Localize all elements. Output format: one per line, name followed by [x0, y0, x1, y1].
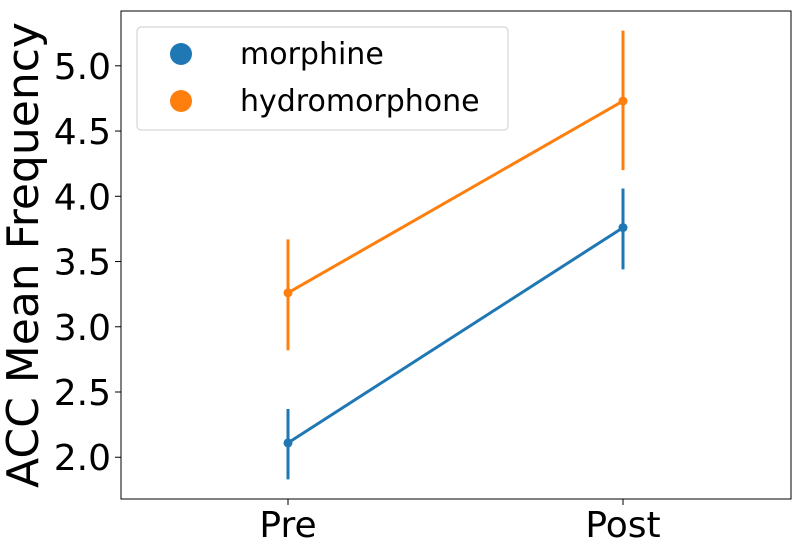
data-point-hydromorphone	[618, 96, 628, 106]
marks-layer	[283, 30, 628, 480]
y-tick-label: 4.5	[54, 112, 111, 153]
y-tick-label: 3.0	[54, 308, 111, 349]
legend: morphine hydromorphone	[136, 26, 509, 131]
y-tick-label: 3.5	[54, 243, 111, 284]
legend-label-hydromorphone: hydromorphone	[240, 84, 480, 119]
data-point-hydromorphone	[283, 288, 293, 298]
x-tick-label: Pre	[259, 505, 316, 546]
y-tick-label: 4.0	[54, 177, 111, 218]
y-tick-label: 2.0	[54, 438, 111, 479]
y-tick-label: 2.5	[54, 373, 111, 414]
y-axis-label: ACC Mean Frequency	[0, 22, 49, 488]
legend-label-morphine: morphine	[240, 37, 384, 72]
series-line-morphine	[287, 226, 624, 445]
x-tick-label: Post	[585, 505, 660, 546]
ticks-layer: 2.0 2.5 3.0 3.5 4.0 4.5 5.0 Pre Post	[54, 47, 661, 546]
data-point-morphine	[618, 223, 628, 233]
y-tick-label: 5.0	[54, 47, 111, 88]
data-point-morphine	[283, 438, 293, 448]
legend-frame	[136, 26, 509, 131]
series-line-hydromorphone	[287, 99, 624, 295]
legend-marker-hydromorphone	[170, 90, 192, 112]
legend-marker-morphine	[170, 43, 192, 65]
plot-area-frame	[120, 10, 792, 500]
